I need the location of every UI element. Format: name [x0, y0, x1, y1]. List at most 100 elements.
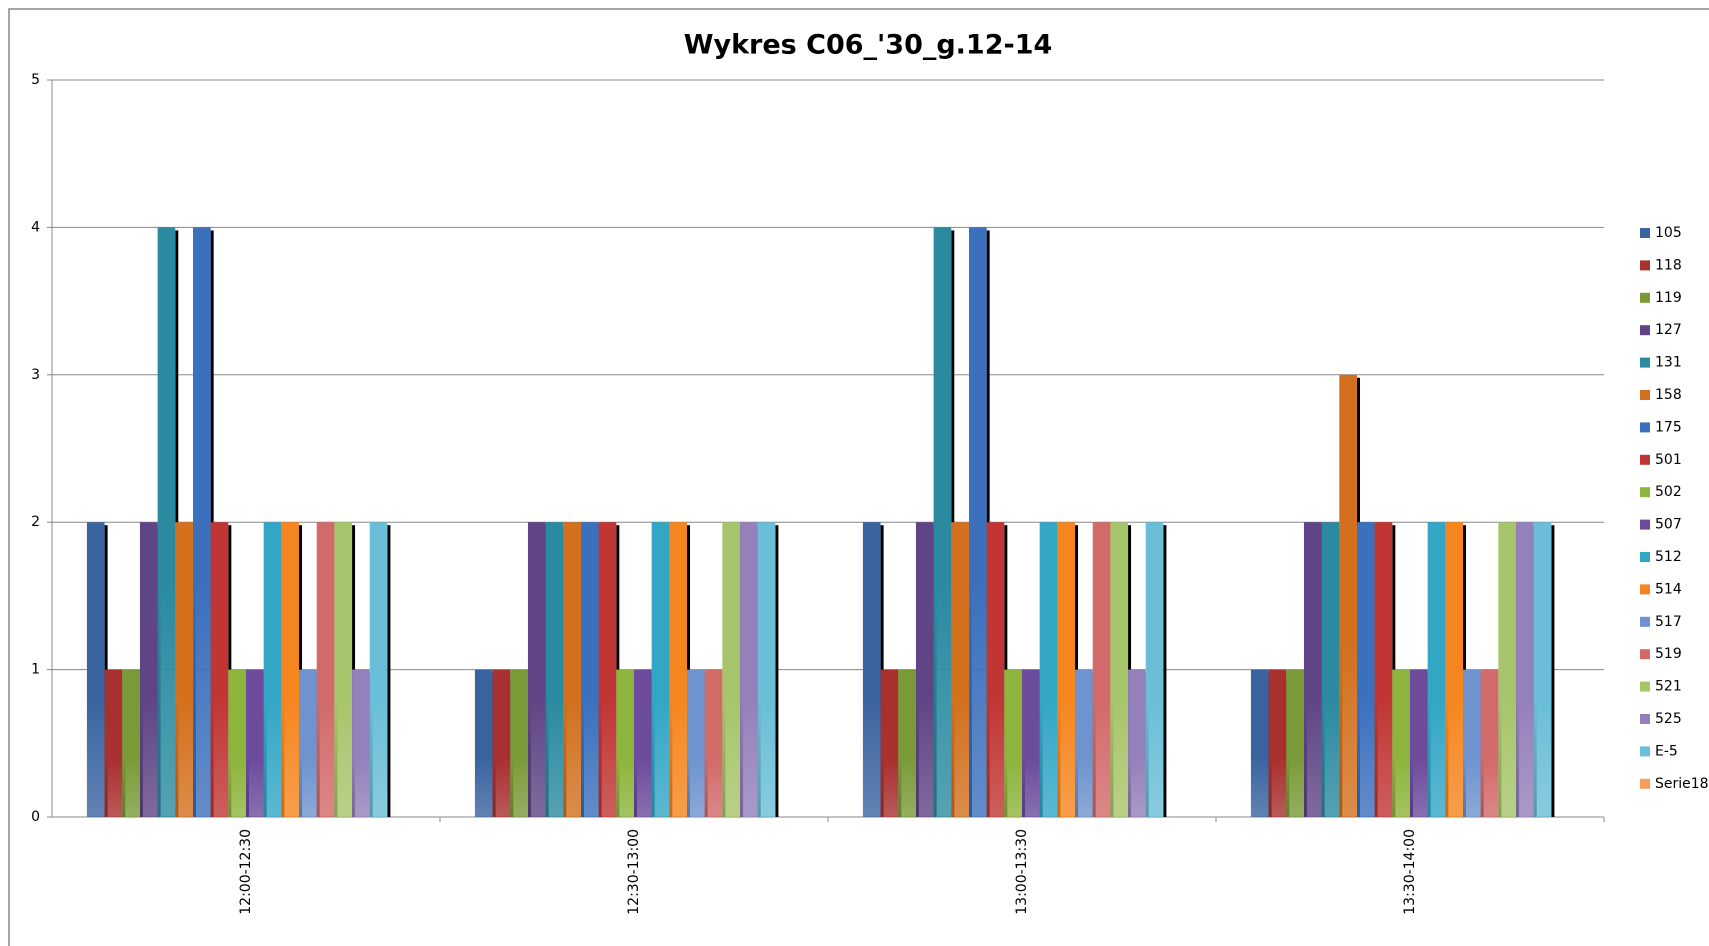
bar	[1092, 522, 1111, 817]
legend-swatch	[1640, 746, 1650, 757]
y-tick-label: 5	[31, 72, 40, 88]
legend-swatch	[1640, 292, 1650, 303]
legend-label: 502	[1655, 484, 1682, 500]
legend-label: 105	[1655, 225, 1682, 241]
legend-swatch	[1640, 584, 1650, 595]
bar	[1410, 669, 1428, 817]
bar	[1128, 669, 1146, 817]
bar	[634, 669, 652, 817]
y-tick-label: 2	[31, 514, 40, 530]
y-tick-label: 4	[31, 219, 40, 235]
bar-shadow	[1163, 525, 1167, 817]
bar	[1303, 522, 1322, 817]
y-tick-label: 0	[31, 809, 40, 825]
legend-label: 158	[1655, 387, 1682, 403]
bar	[139, 522, 158, 817]
chart-title: Wykres C06_'30_g.12-14	[684, 30, 1053, 61]
legend-label: 514	[1655, 581, 1682, 597]
legend-label: 517	[1655, 614, 1682, 630]
legend-swatch	[1640, 422, 1650, 433]
legend-swatch	[1640, 714, 1650, 724]
legend-label: 519	[1655, 646, 1682, 662]
bar	[86, 522, 105, 817]
legend-swatch	[1640, 519, 1650, 530]
bar	[1427, 522, 1446, 817]
bar	[915, 522, 934, 817]
legend-label: 127	[1655, 322, 1682, 338]
bar	[299, 669, 317, 817]
legend-label: 131	[1655, 355, 1682, 371]
legend-label: 118	[1655, 257, 1682, 273]
x-tick-label: 13:30-14:00	[1402, 829, 1418, 915]
bar	[228, 669, 246, 817]
bar	[527, 522, 546, 817]
bar	[1057, 522, 1076, 817]
legend-swatch	[1640, 681, 1650, 692]
bar	[651, 522, 670, 817]
legend-label: 501	[1655, 452, 1682, 468]
bar	[210, 522, 229, 817]
legend-swatch	[1640, 778, 1650, 789]
bar	[1533, 522, 1552, 817]
legend-label: E-5	[1655, 743, 1678, 759]
bar	[704, 669, 723, 817]
x-tick-label: 12:00-12:30	[238, 829, 254, 915]
bar	[263, 522, 282, 817]
bar	[862, 522, 881, 817]
bar	[598, 522, 617, 817]
legend-swatch	[1640, 487, 1650, 498]
bar	[1075, 669, 1093, 817]
legend-label: 119	[1655, 290, 1682, 306]
bar	[334, 522, 353, 817]
legend-label: 525	[1655, 711, 1682, 727]
bar	[1004, 669, 1022, 817]
bar	[880, 669, 899, 817]
bar	[1110, 522, 1129, 817]
bar	[175, 522, 193, 817]
bar	[492, 669, 511, 817]
legend-swatch	[1640, 390, 1650, 400]
bar	[898, 669, 916, 817]
legend-label: 521	[1655, 679, 1682, 695]
bar-shadow	[1551, 525, 1555, 817]
bar	[687, 669, 705, 817]
bar	[1516, 522, 1534, 817]
bar	[986, 522, 1005, 817]
bar	[316, 522, 335, 817]
bar-shadow	[775, 525, 779, 817]
legend-swatch	[1640, 357, 1650, 368]
legend-label: Serie18	[1655, 776, 1709, 792]
bar	[104, 669, 123, 817]
bar	[933, 227, 952, 817]
bar	[1498, 522, 1517, 817]
bar	[1145, 522, 1164, 817]
bar	[1392, 669, 1410, 817]
bar	[246, 669, 264, 817]
bar-shadow	[387, 525, 391, 817]
bar	[1445, 522, 1464, 817]
bar	[281, 522, 300, 817]
bar	[1039, 522, 1058, 817]
legend-swatch	[1640, 260, 1650, 271]
bar	[1022, 669, 1040, 817]
legend-swatch	[1640, 616, 1650, 627]
legend-label: 507	[1655, 517, 1682, 533]
y-tick-label: 1	[31, 662, 40, 678]
legend-label: 175	[1655, 419, 1682, 435]
y-tick-label: 3	[31, 367, 40, 383]
bar	[757, 522, 776, 817]
legend-swatch	[1640, 454, 1650, 465]
bar	[951, 522, 969, 817]
bar	[369, 522, 388, 817]
x-tick-label: 12:30-13:00	[626, 829, 642, 915]
bar	[1268, 669, 1287, 817]
bar	[545, 522, 564, 817]
x-tick-label: 13:00-13:30	[1014, 829, 1030, 915]
bar	[1250, 669, 1269, 817]
bar	[669, 522, 688, 817]
bar	[1463, 669, 1481, 817]
bar	[722, 522, 741, 817]
bar	[1286, 669, 1304, 817]
bar	[157, 227, 176, 817]
